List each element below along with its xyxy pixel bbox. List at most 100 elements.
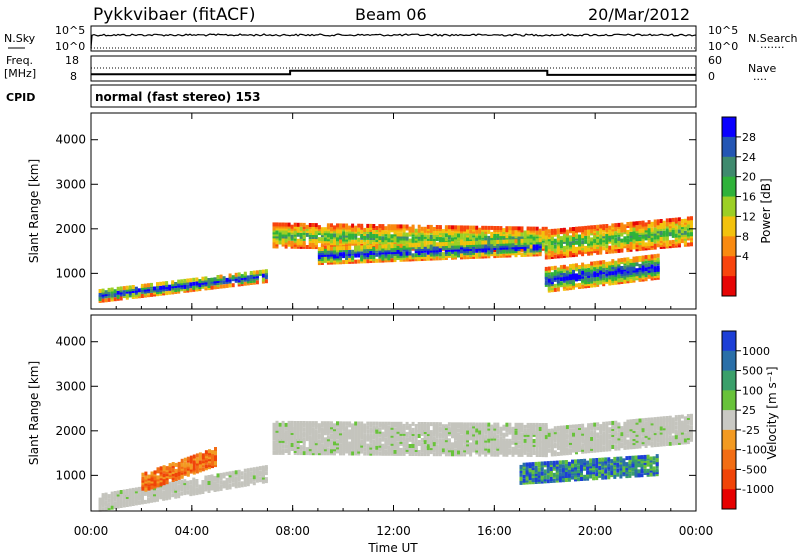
heatmap-cell (547, 247, 551, 252)
heatmap-cell (363, 245, 367, 250)
heatmap-cell (541, 242, 545, 247)
heatmap-cell (659, 219, 663, 223)
heatmap-cell (514, 230, 518, 235)
heatmap-cell (333, 441, 336, 446)
heatmap-cell (638, 277, 642, 282)
heatmap-cell (264, 269, 268, 274)
heatmap-cell (620, 438, 624, 443)
heatmap-cell (644, 421, 648, 426)
heatmap-cell (457, 241, 460, 246)
heatmap-cell (399, 224, 403, 229)
heatmap-cell (587, 278, 591, 282)
heatmap-cell (484, 244, 488, 249)
heatmap-cell (575, 226, 578, 231)
heatmap-cell (447, 241, 451, 246)
heatmap-cell (677, 217, 681, 222)
heatmap-cell (435, 444, 439, 449)
heatmap-cell (447, 239, 451, 244)
heatmap-cell (647, 417, 651, 422)
heatmap-cell (493, 226, 497, 230)
heatmap-cell (475, 440, 479, 445)
heatmap-cell (366, 443, 370, 448)
heatmap-cell (381, 449, 385, 454)
heatmap-cell (159, 285, 163, 290)
heatmap-cell (411, 253, 415, 258)
heatmap-cell (128, 492, 132, 497)
heatmap-cell (617, 258, 621, 263)
heatmap-cell (336, 246, 339, 251)
heatmap-cell (484, 237, 488, 242)
heatmap-cell (508, 422, 512, 427)
heatmap-cell (272, 450, 276, 455)
heatmap-cell (532, 447, 536, 451)
heatmap-cell (432, 452, 436, 457)
heatmap-cell (599, 238, 603, 243)
heatmap-cell (192, 477, 196, 482)
heatmap-cell (354, 239, 358, 244)
heatmap-cell (417, 450, 421, 454)
heatmap-cell (574, 459, 577, 464)
heatmap-cell (578, 250, 581, 255)
heatmap-cell (299, 445, 303, 450)
heatmap-cell (107, 498, 111, 503)
heatmap-cell (543, 475, 547, 480)
heatmap-cell (131, 500, 135, 504)
heatmap-cell (290, 240, 294, 245)
heatmap-cell (550, 272, 554, 277)
heatmap-cell (463, 235, 467, 240)
heatmap-cell (535, 246, 539, 251)
heatmap-cell (608, 261, 612, 266)
heatmap-cell (490, 424, 494, 429)
heatmap-cell (336, 241, 339, 246)
heatmap-cell (290, 234, 294, 239)
heatmap-cell (348, 441, 352, 446)
heatmap-cell (590, 277, 594, 282)
heatmap-cell (296, 421, 300, 425)
heatmap-cell (608, 273, 612, 278)
heatmap-cell (472, 237, 476, 242)
heatmap-cell (626, 244, 630, 249)
heatmap-cell (508, 249, 512, 254)
heatmap-cell (569, 448, 572, 453)
heatmap-cell (578, 275, 581, 279)
heatmap-cell (174, 282, 178, 286)
heatmap-cell (435, 432, 439, 437)
heatmap-cell (396, 224, 400, 229)
heatmap-cell (264, 465, 268, 470)
heatmap-cell (572, 438, 575, 443)
heatmap-cell (520, 253, 524, 257)
heatmap-cell (587, 239, 591, 244)
heatmap-cell (113, 289, 117, 294)
heatmap-cell (330, 421, 333, 426)
heatmap-cell (113, 495, 117, 499)
heatmap-cell (366, 259, 370, 264)
heatmap-cell (357, 223, 361, 228)
heatmap-cell (575, 240, 578, 245)
heatmap-cell (426, 436, 430, 441)
heatmap-cell (665, 436, 669, 440)
colorbar-tick-label: 4 (742, 250, 749, 263)
heatmap-cell (565, 282, 569, 287)
heatmap-cell (378, 451, 382, 456)
heatmap-cell (653, 254, 657, 259)
heatmap-cell (656, 265, 660, 270)
heatmap-cell (584, 239, 588, 244)
heatmap-cell (104, 298, 108, 303)
heatmap-cell (375, 427, 379, 432)
heatmap-cell (590, 261, 594, 266)
heatmap-cell (201, 480, 205, 484)
heatmap-cell (529, 248, 533, 253)
heatmap-cell (674, 429, 678, 434)
heatmap-cell (201, 276, 205, 281)
heatmap-cell (641, 277, 645, 282)
heatmap-cell (408, 444, 412, 448)
heatmap-cell (635, 418, 639, 423)
heatmap-cell (526, 238, 530, 243)
heatmap-cell (147, 283, 150, 288)
heatmap-cell (317, 433, 321, 438)
heatmap-cell (605, 224, 609, 228)
heatmap-cell (466, 430, 470, 435)
heatmap-cell (496, 438, 500, 443)
heatmap-cell (553, 228, 557, 233)
